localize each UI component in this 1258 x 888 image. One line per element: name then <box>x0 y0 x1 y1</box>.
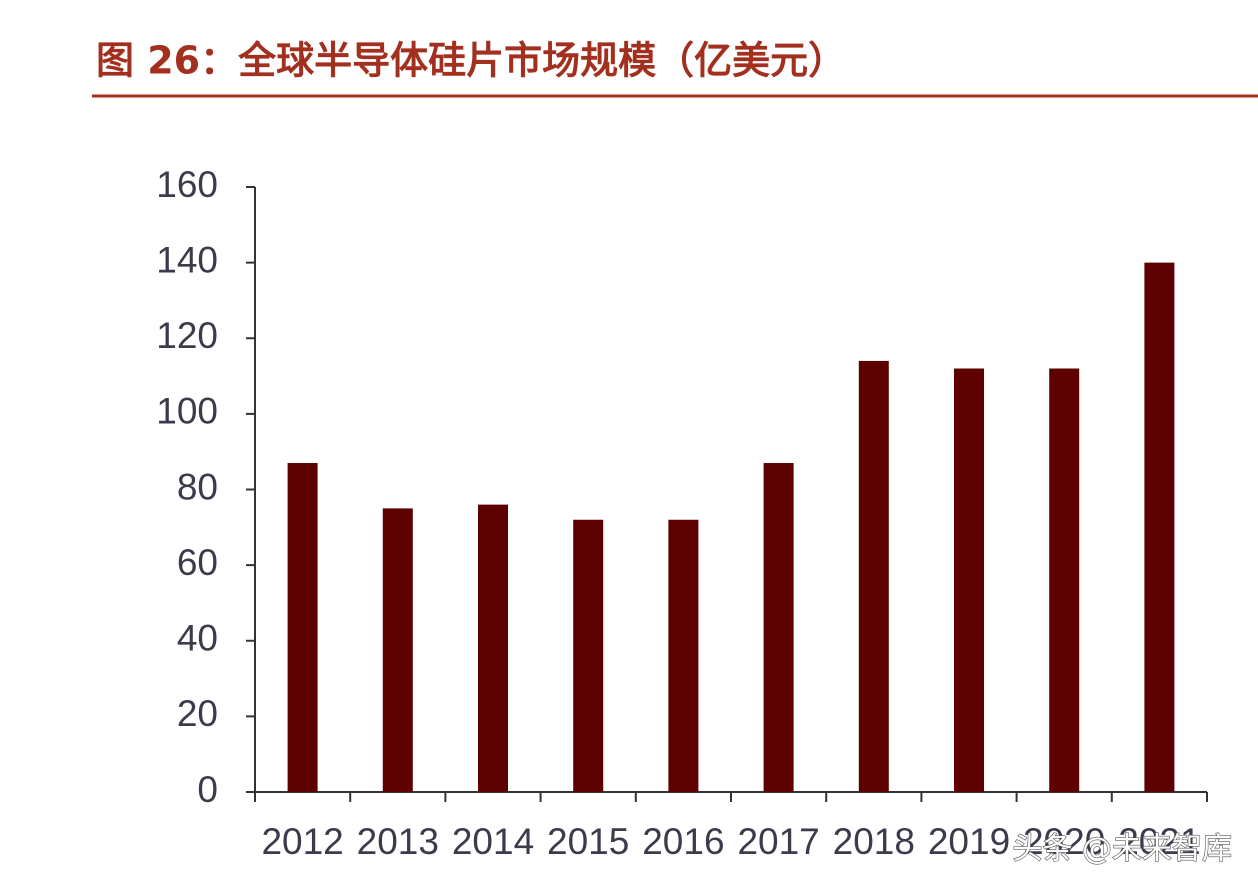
x-tick-label: 2019 <box>928 821 1010 862</box>
x-tick-label: 2014 <box>452 821 534 862</box>
y-tick-label: 160 <box>156 164 218 205</box>
y-tick-label: 40 <box>177 618 218 659</box>
x-tick-label: 2020 <box>1023 821 1105 862</box>
bar <box>1049 368 1080 792</box>
chart-title: 图 26：全球半导体硅片市场规模（亿美元） <box>96 39 846 83</box>
x-tick-label: 2012 <box>261 821 343 862</box>
x-tick-label: 2018 <box>833 821 915 862</box>
x-tick-label: 2013 <box>357 821 439 862</box>
x-tick-label: 2017 <box>737 821 819 862</box>
y-tick-label: 60 <box>177 542 218 583</box>
bar <box>287 463 318 792</box>
bar <box>668 519 699 792</box>
bar <box>478 504 508 792</box>
x-tick-label: 2021 <box>1118 821 1200 862</box>
y-tick-label: 20 <box>177 693 218 734</box>
bar <box>954 368 984 792</box>
y-tick-label: 100 <box>156 391 218 432</box>
bar <box>382 508 413 792</box>
y-tick-label: 140 <box>156 239 218 280</box>
y-tick-label: 80 <box>177 466 218 507</box>
bar <box>858 360 889 792</box>
y-tick-label: 120 <box>156 315 218 356</box>
bar <box>573 519 604 792</box>
y-tick-label: 0 <box>197 769 218 810</box>
bar <box>1144 262 1175 792</box>
watermark: 头条 @未来智库 <box>1012 832 1232 867</box>
x-tick-label: 2015 <box>547 821 629 862</box>
bar <box>763 463 794 792</box>
x-tick-label: 2016 <box>642 821 724 862</box>
